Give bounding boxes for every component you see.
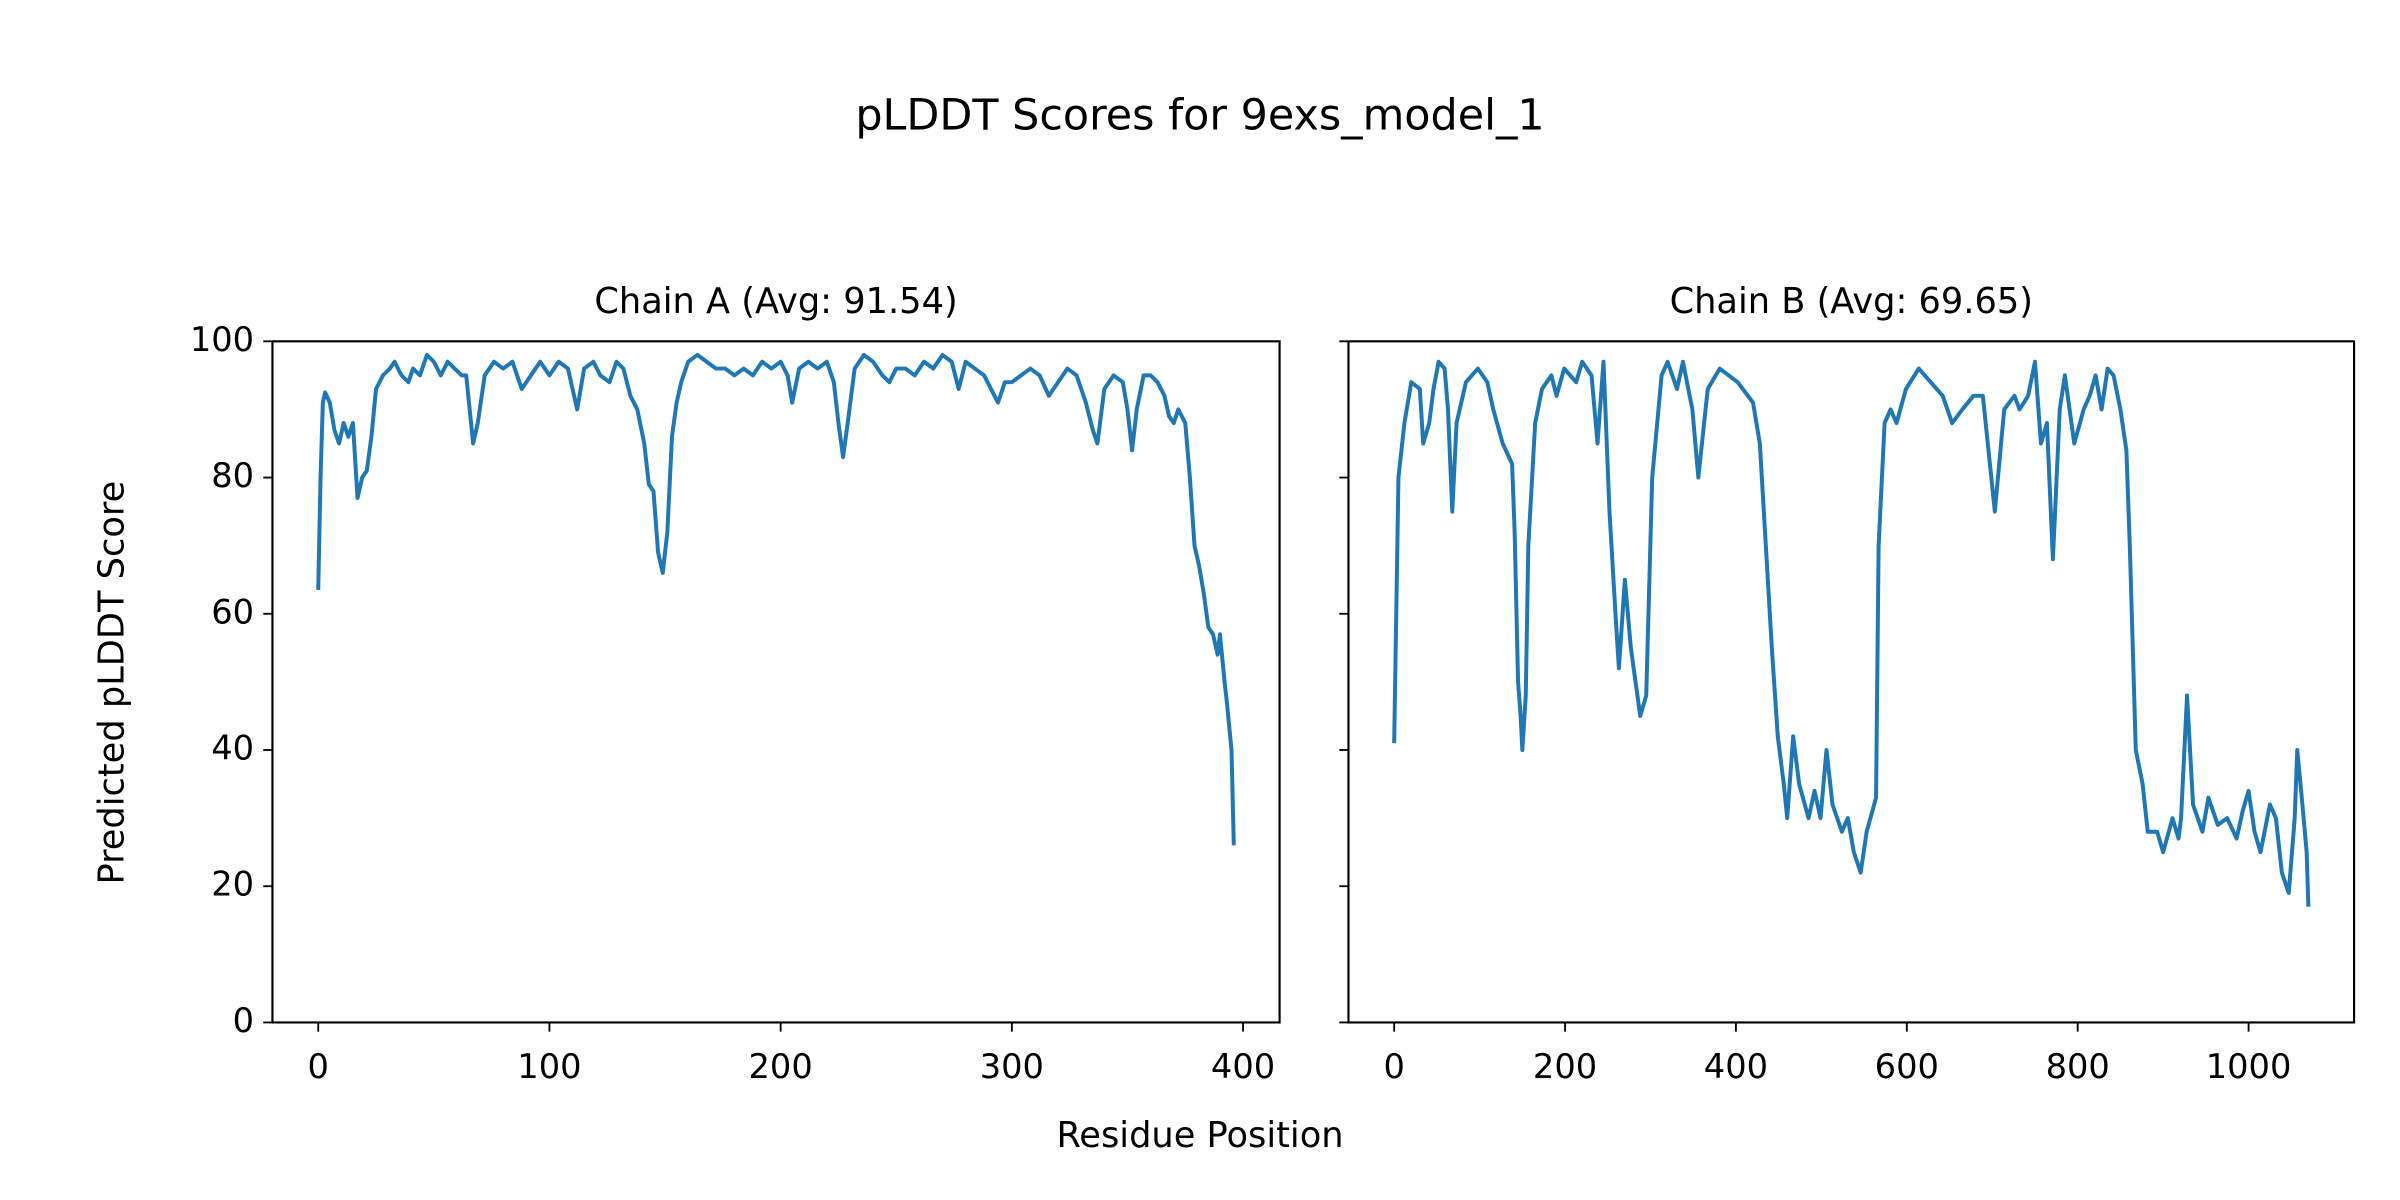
x-tick-label: 400 bbox=[1704, 1047, 1768, 1086]
subplot-title: Chain B (Avg: 69.65) bbox=[1670, 281, 2033, 322]
x-tick-label: 200 bbox=[1533, 1047, 1597, 1086]
plot-frame bbox=[1347, 340, 2356, 1024]
y-tick-label: 0 bbox=[233, 1001, 254, 1040]
y-tick-label: 60 bbox=[211, 592, 254, 631]
x-axis-label: Residue Position bbox=[1056, 1115, 1343, 1156]
y-axis-label: Predicted pLDDT Score bbox=[91, 481, 132, 885]
x-tick-label: 100 bbox=[517, 1047, 581, 1086]
x-tick-label: 400 bbox=[1211, 1047, 1275, 1086]
x-tick-label: 200 bbox=[749, 1047, 813, 1086]
figure-title: pLDDT Scores for 9exs_model_1 bbox=[855, 90, 1544, 140]
x-tick-label: 800 bbox=[2046, 1047, 2110, 1086]
data-line bbox=[1392, 359, 2311, 907]
x-tick-label: 300 bbox=[980, 1047, 1044, 1086]
x-tick-label: 600 bbox=[1875, 1047, 1939, 1086]
y-tick-label: 20 bbox=[211, 865, 254, 904]
y-tick-label: 80 bbox=[211, 456, 254, 495]
data-line bbox=[316, 352, 1236, 846]
subplot-title: Chain A (Avg: 91.54) bbox=[594, 281, 957, 322]
x-tick-label: 0 bbox=[1383, 1047, 1404, 1086]
y-tick-label: 100 bbox=[190, 320, 254, 359]
x-tick-label: 1000 bbox=[2206, 1047, 2292, 1086]
x-tick-label: 0 bbox=[308, 1047, 329, 1086]
plot-frame bbox=[271, 340, 1281, 1024]
y-tick-label: 40 bbox=[211, 729, 254, 768]
